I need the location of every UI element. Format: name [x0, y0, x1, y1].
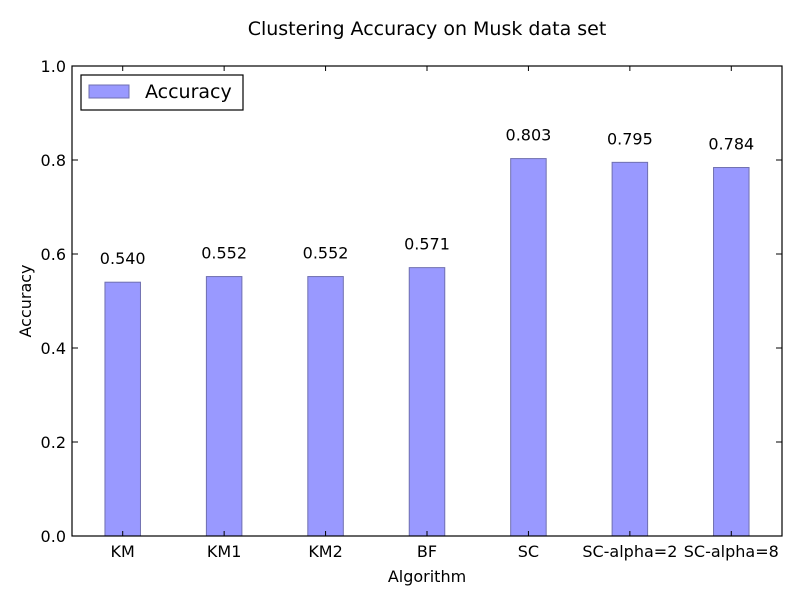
value-labels-group: 0.540 0.552 0.552 0.571 0.803 0.795 0.784 — [100, 126, 754, 269]
legend-swatch — [88, 84, 130, 99]
bar-sc-alpha-8 — [713, 167, 750, 537]
y-ticks-group: 0.0 0.2 0.4 0.6 0.8 1.0 — [41, 57, 782, 546]
bar-sc — [510, 158, 547, 537]
bar-km1 — [205, 276, 243, 537]
value-label: 0.795 — [607, 129, 653, 148]
legend: Accuracy — [80, 74, 244, 111]
x-tick-label: KM1 — [207, 542, 241, 561]
value-label: 0.784 — [708, 135, 754, 154]
x-tick-label: SC — [518, 542, 539, 561]
x-tick-label: SC-alpha=2 — [582, 542, 677, 561]
value-label: 0.552 — [303, 244, 349, 263]
x-ticks-group: KM KM1 KM2 BF SC SC-alpha=2 SC-alpha=8 — [111, 66, 779, 561]
y-tick-label: 0.0 — [41, 527, 66, 546]
x-tick-label: KM2 — [308, 542, 342, 561]
chart-title: Clustering Accuracy on Musk data set — [248, 18, 607, 40]
bar-km — [104, 281, 141, 537]
y-tick-label: 0.6 — [41, 245, 66, 264]
bars-group — [104, 158, 750, 537]
y-tick-label: 0.8 — [41, 151, 66, 170]
bar-sc-alpha-2 — [611, 161, 649, 537]
value-label: 0.552 — [201, 244, 247, 263]
x-tick-label: BF — [417, 542, 437, 561]
value-label: 0.540 — [100, 249, 146, 268]
value-label: 0.571 — [404, 235, 450, 254]
y-tick-label: 0.2 — [41, 433, 66, 452]
y-tick-label: 1.0 — [41, 57, 66, 76]
bar-km2 — [307, 276, 344, 537]
bar-bf — [408, 267, 446, 537]
x-tick-label: KM — [111, 542, 135, 561]
legend-label: Accuracy — [145, 81, 232, 103]
value-label: 0.803 — [506, 126, 552, 145]
y-tick-label: 0.4 — [41, 339, 66, 358]
x-axis-label: Algorithm — [388, 567, 466, 586]
x-tick-label: SC-alpha=8 — [684, 542, 779, 561]
y-axis-label: Accuracy — [16, 264, 35, 337]
